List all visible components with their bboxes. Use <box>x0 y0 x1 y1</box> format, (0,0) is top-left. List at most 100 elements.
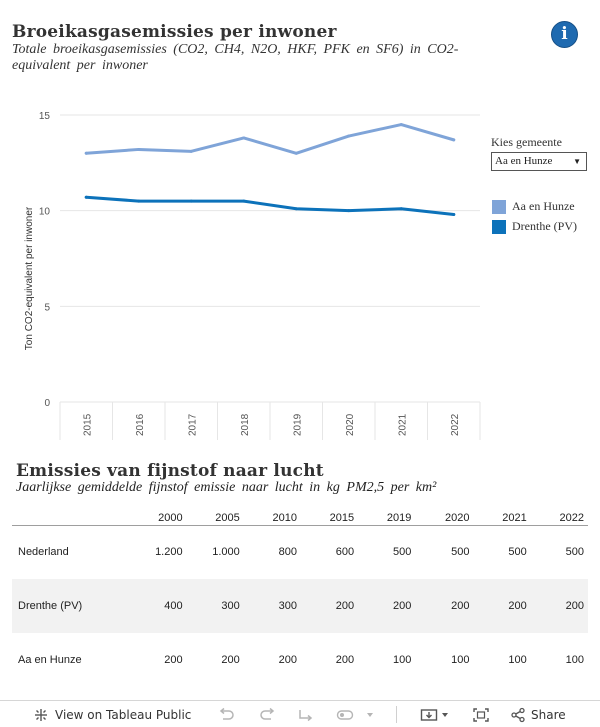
chart-title: Broeikasgasemissies per inwoner <box>12 22 337 42</box>
x-tick-label: 2016 <box>135 413 146 436</box>
tableau-toolbar: View on Tableau Public <box>0 700 600 727</box>
data-point-aa-en-hunze <box>399 123 403 127</box>
row-label: Aa en Hunze <box>18 654 82 666</box>
data-point-aa-en-hunze <box>189 149 193 153</box>
data-point-aa-en-hunze <box>347 134 351 138</box>
download-button[interactable] <box>420 701 440 727</box>
table-cell: 200 <box>415 579 474 633</box>
pause-updates-button[interactable] <box>336 701 356 727</box>
data-point-drenthe-pv <box>137 199 141 203</box>
column-header: 2019 <box>358 507 416 526</box>
emissions-table: 2000 2005 2010 2015 2019 2020 2021 2022 … <box>12 507 588 687</box>
column-header: 2005 <box>186 507 244 526</box>
table-cell: 200 <box>335 654 355 666</box>
column-header: 2021 <box>473 507 531 526</box>
table-row: Aa en Hunze 200 200 200 200 100 100 100 … <box>12 633 588 687</box>
revert-button[interactable] <box>297 701 315 727</box>
table-cell: 500 <box>392 546 412 559</box>
data-point-aa-en-hunze <box>84 151 88 155</box>
share-icon <box>511 707 525 722</box>
table-cell: 400 <box>129 579 187 633</box>
y-tick-label: 5 <box>44 302 50 313</box>
tableau-logo-icon <box>35 708 47 721</box>
filter-label: Kies gemeente <box>491 135 562 149</box>
view-on-tableau-public-button[interactable]: View on Tableau Public <box>33 701 191 727</box>
table-cell: 500 <box>451 546 470 559</box>
column-header: 2010 <box>243 507 301 526</box>
fullscreen-button[interactable] <box>472 701 490 727</box>
revert-icon <box>299 709 313 721</box>
legend-label-drenthe: Drenthe (PV) <box>512 219 577 233</box>
share-button[interactable]: Share <box>510 701 566 727</box>
x-tick-label: 2019 <box>292 413 303 436</box>
data-point-aa-en-hunze <box>452 138 456 142</box>
column-header: 2000 <box>129 507 187 526</box>
row-label: Drenthe (PV) <box>12 579 130 633</box>
chevron-down-icon <box>367 712 373 717</box>
table-cell: 300 <box>243 579 301 633</box>
legend-swatch-drenthe <box>492 219 506 234</box>
column-header: 2022 <box>530 507 588 526</box>
table-cell: 100 <box>451 654 470 666</box>
redo-icon <box>260 707 275 720</box>
x-tick-label: 2021 <box>397 413 408 436</box>
view-on-tableau-public-label: View on Tableau Public <box>55 707 192 722</box>
table-subtitle: Jaarlijkse gemiddelde fijnstof emissie n… <box>16 480 437 495</box>
table-cell: 100 <box>565 654 584 666</box>
table-cell: 1.200 <box>155 546 183 559</box>
x-tick-label: 2017 <box>187 413 198 436</box>
data-point-drenthe-pv <box>452 212 456 216</box>
table-title: Emissies van fijnstof naar lucht <box>16 461 324 481</box>
column-header: 2020 <box>415 507 474 526</box>
table-cell: 500 <box>565 546 584 559</box>
table-row: Drenthe (PV) 400 300 300 200 200 200 200… <box>12 579 588 633</box>
fullscreen-icon <box>473 707 489 722</box>
y-tick-label: 10 <box>39 207 51 218</box>
y-tick-label: 15 <box>39 111 51 122</box>
pause-updates-icon <box>336 709 354 720</box>
table-cell: 200 <box>278 654 297 666</box>
chart-subtitle: Totale broeikasgasemissies (CO2, CH4, N2… <box>12 42 459 73</box>
legend-item-drenthe[interactable]: Drenthe (PV) <box>492 219 577 234</box>
table-cell: 1.000 <box>212 546 240 559</box>
table-cell: 200 <box>358 579 416 633</box>
data-point-drenthe-pv <box>294 207 298 211</box>
y-tick-label: 0 <box>44 398 50 409</box>
line-chart: 0 5 10 15 2015 2016 2017 2018 2019 2020 2021 2022 To… <box>24 111 481 440</box>
table-cell: 300 <box>186 579 244 633</box>
legend-swatch-aa-en-hunze <box>492 199 506 214</box>
redo-button[interactable] <box>258 701 276 727</box>
table-cell: 200 <box>530 579 588 633</box>
data-point-aa-en-hunze <box>294 151 298 155</box>
chevron-down-icon: ▼ <box>573 157 581 166</box>
column-header: 2015 <box>300 507 359 526</box>
share-label: Share <box>531 707 566 722</box>
x-tick-label: 2020 <box>345 413 356 436</box>
legend-item-aa-en-hunze[interactable]: Aa en Hunze <box>492 199 575 214</box>
x-tick-label: 2015 <box>82 413 93 436</box>
data-point-drenthe-pv <box>189 199 193 203</box>
table-cell: 100 <box>508 654 527 666</box>
download-dropdown[interactable] <box>440 701 450 727</box>
data-point-drenthe-pv <box>242 199 246 203</box>
legend-label-aa-en-hunze: Aa en Hunze <box>512 199 575 213</box>
table-cell: 200 <box>473 579 531 633</box>
table-cell: 200 <box>221 654 240 666</box>
y-axis-title: Ton CO2-equivalent per inwoner <box>24 206 35 350</box>
undo-button[interactable] <box>218 701 236 727</box>
data-point-aa-en-hunze <box>242 136 246 140</box>
data-point-drenthe-pv <box>399 207 403 211</box>
table-cell: 200 <box>164 654 183 666</box>
table-cell: 500 <box>508 546 527 559</box>
municipality-select-value: Aa en Hunze <box>495 155 553 167</box>
table-header-corner <box>12 507 130 526</box>
info-icon[interactable]: i <box>551 21 578 48</box>
data-point-drenthe-pv <box>84 195 88 199</box>
series-line-drenthe-pv <box>84 195 456 216</box>
data-point-aa-en-hunze <box>137 147 141 151</box>
pause-updates-dropdown[interactable] <box>365 701 375 727</box>
download-icon <box>420 708 438 721</box>
toolbar-divider <box>396 706 397 723</box>
municipality-select[interactable]: Aa en Hunze ▼ <box>491 152 587 171</box>
row-label: Nederland <box>18 546 69 559</box>
